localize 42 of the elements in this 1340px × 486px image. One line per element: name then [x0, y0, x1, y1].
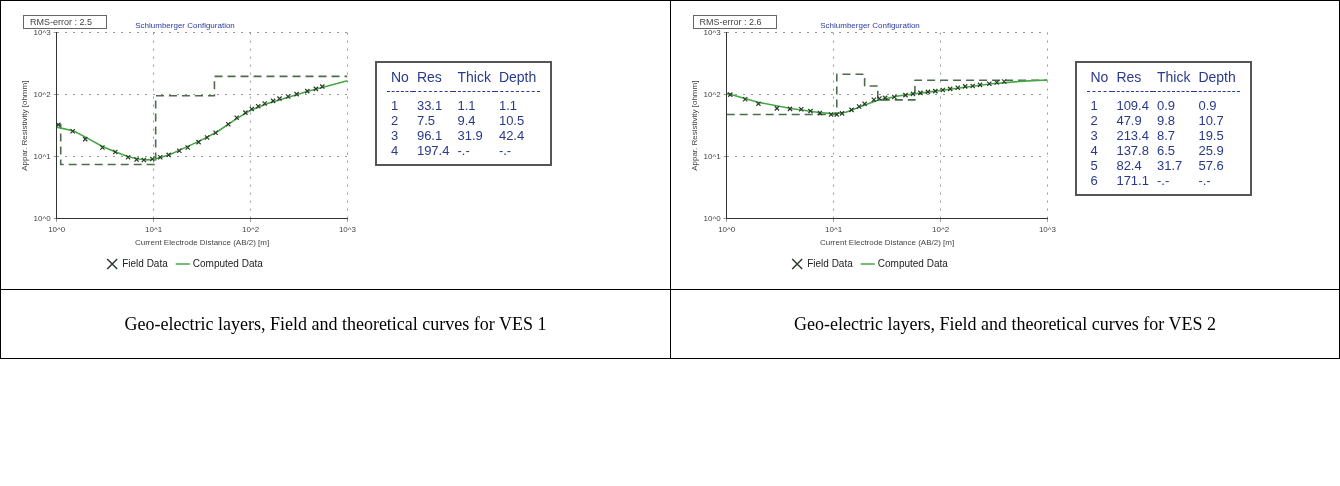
y-tick-label: 10^1 — [703, 151, 721, 161]
text: 3 213.4 8.7 19.5 — [1090, 128, 1224, 143]
legend-label: Computed Data — [877, 257, 948, 269]
y-tick-label: 10^1 — [33, 151, 52, 161]
text: 2 7.5 9.4 10.5 — [391, 113, 525, 128]
text: Geo-electric layers, Field and theoretical curves for VES 2 — [793, 312, 1217, 336]
y-tick-label: 10^0 — [33, 214, 52, 223]
y-axis-title: Appar. Resistivity [ohmm] — [20, 80, 29, 171]
y-tick-label: 10^2 — [33, 89, 52, 99]
y-tick-label: 10^3 — [33, 27, 52, 37]
text: 1 33.1 1.1 1.1 — [391, 98, 517, 113]
text: 4 137.8 6.5 25.9 — [1090, 143, 1224, 158]
x-tick-label: 10^3 — [1038, 224, 1057, 234]
text: 3 96.1 31.9 42.4 — [391, 128, 525, 143]
x-axis-title: Current Electrode Distance (AB/2) [m] — [134, 238, 270, 248]
text: 2 47.9 9.8 10.7 — [1090, 113, 1224, 128]
legend-label: Computed Data — [192, 257, 264, 269]
x-tick-label: 10^1 — [145, 224, 163, 234]
x-tick-label: 10^0 — [48, 224, 66, 234]
y-tick-label: 10^2 — [703, 89, 721, 99]
text: 4 197.4 -.- -.- — [391, 143, 512, 158]
y-tick-label: 10^3 — [703, 27, 721, 37]
x-tick-label: 10^2 — [931, 224, 950, 234]
x-tick-label: 10^3 — [338, 224, 357, 234]
text: 6 171.1 -.- -.- — [1090, 173, 1211, 188]
text: Geo-electric layers, Field and theoretical curves for VES 1 — [123, 312, 548, 336]
text: 5 82.4 31.7 57.6 — [1090, 158, 1224, 173]
text: No Res Thick Depth — [1089, 69, 1237, 87]
chart-title: Schlumberger Configuration — [135, 21, 235, 30]
x-tick-label: 10^0 — [717, 224, 736, 234]
text: 1 109.4 0.9 0.9 — [1090, 98, 1217, 113]
chart-title: Schlumberger Configuration — [819, 21, 920, 30]
y-tick-label: 10^0 — [703, 214, 721, 223]
y-axis-title: Appar. Resistivity [ohmm] — [689, 80, 699, 171]
x-tick-label: 10^1 — [824, 224, 843, 234]
text: RMS-error : 2.6 — [692, 15, 777, 29]
text: RMS-error : 2.5 — [23, 15, 108, 29]
legend-label: Field Data — [122, 257, 169, 269]
text: No Res Thick Depth — [390, 69, 538, 87]
x-tick-label: 10^2 — [241, 224, 260, 234]
x-axis-title: Current Electrode Distance (AB/2) [m] — [819, 238, 954, 248]
legend-label: Field Data — [806, 257, 853, 269]
